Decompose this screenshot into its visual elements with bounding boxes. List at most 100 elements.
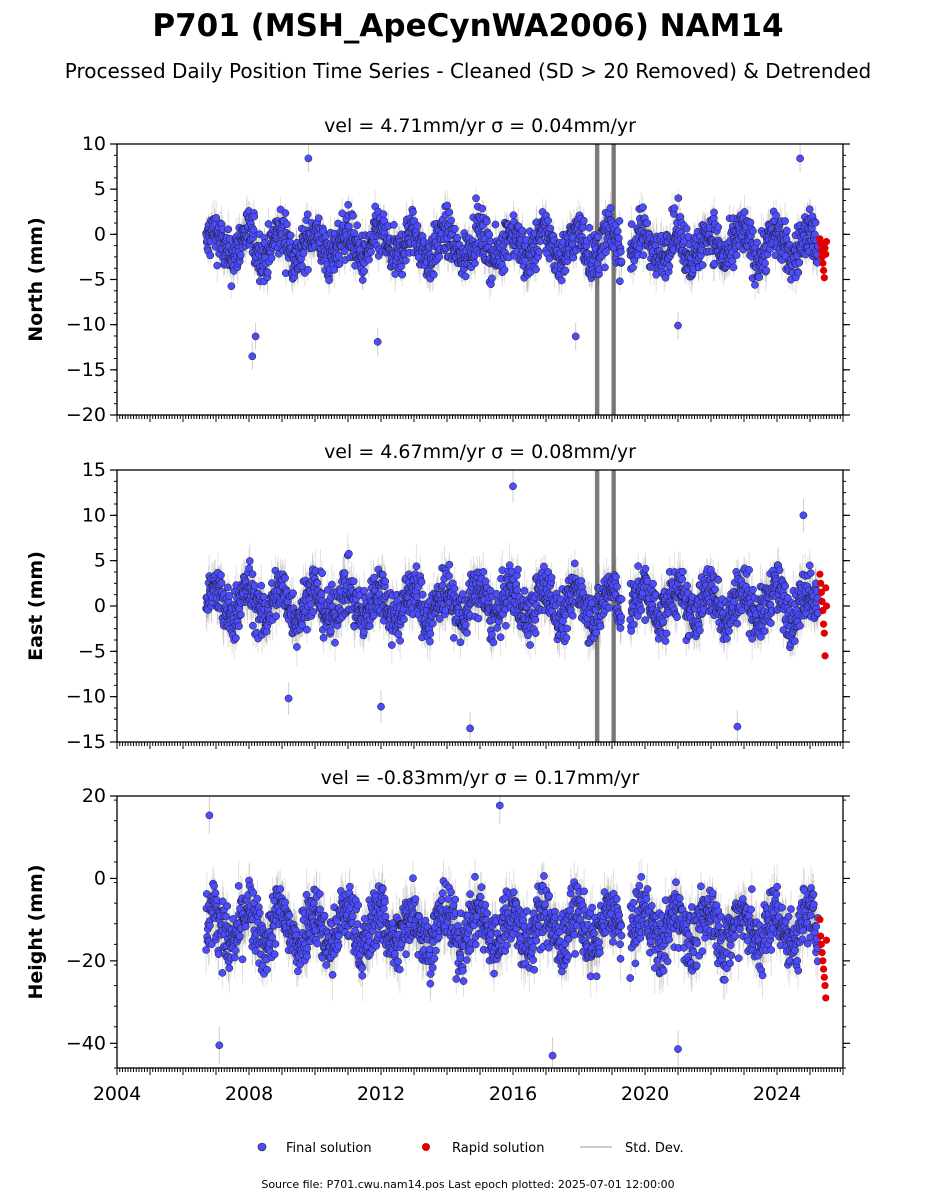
final-point — [746, 218, 755, 227]
final-point — [781, 217, 789, 225]
final-point — [740, 208, 749, 216]
panel-0: 10 5 0 −5 −10 −15 −20 vel = 4.71mm/yr σ = 0.04m… — [25, 115, 850, 426]
y-tick-label: 5 — [94, 178, 106, 200]
final-point — [535, 248, 543, 256]
y-tick-label: −15 — [66, 359, 106, 381]
final-point — [443, 201, 452, 210]
final-point — [299, 249, 308, 258]
final-point — [379, 210, 388, 219]
final-point — [614, 234, 623, 243]
final-point — [639, 203, 647, 212]
final-point-outlier — [251, 332, 260, 341]
final-point — [811, 218, 820, 227]
std-dev-bars — [205, 144, 819, 415]
final-point — [236, 251, 245, 260]
final-point — [435, 252, 444, 261]
final-point — [613, 227, 622, 236]
final-point — [795, 258, 804, 267]
final-point — [761, 259, 769, 268]
final-point — [617, 247, 625, 256]
final-point — [445, 208, 454, 217]
final-point — [224, 225, 233, 234]
final-point — [365, 255, 373, 264]
figure-title: P701 (MSH_ApeCynWA2006) NAM14 — [152, 8, 783, 44]
final-point-outlier — [248, 352, 257, 361]
panels: 10 5 0 −5 −10 −15 −20 vel = 4.71mm/yr σ = 0.04m… — [25, 115, 850, 1105]
rapid-point — [819, 259, 827, 267]
final-point — [429, 270, 438, 279]
final-point — [639, 251, 648, 260]
final-point — [518, 226, 527, 235]
final-point — [249, 225, 258, 234]
final-point — [353, 221, 362, 230]
final-point — [485, 230, 494, 239]
final-point — [561, 266, 570, 275]
final-point — [488, 274, 496, 283]
final-point — [546, 224, 555, 233]
final-point — [212, 213, 220, 222]
y-tick-label: 0 — [94, 223, 106, 245]
final-point — [267, 254, 276, 262]
final-point — [732, 251, 741, 259]
plot-area — [202, 470, 831, 742]
final-point — [447, 216, 455, 225]
final-point — [615, 217, 624, 225]
final-point — [227, 282, 236, 291]
rapid-solution-points — [816, 235, 831, 282]
final-point — [330, 265, 339, 274]
final-point — [782, 226, 791, 235]
final-point — [805, 205, 814, 214]
final-point — [491, 220, 500, 229]
final-point — [335, 260, 344, 268]
final-point — [314, 214, 323, 223]
rapid-point — [822, 237, 831, 246]
final-point — [206, 251, 215, 260]
y-tick-label: 10 — [82, 133, 106, 155]
final-point — [606, 204, 615, 212]
final-point — [303, 210, 312, 219]
final-point — [772, 211, 780, 220]
final-point — [282, 220, 291, 229]
plot-area — [202, 144, 831, 415]
final-point — [674, 194, 683, 202]
figure-subtitle: Processed Daily Position Time Series - C… — [65, 59, 871, 83]
final-point — [453, 233, 462, 242]
final-point — [749, 227, 757, 235]
final-point — [398, 270, 407, 279]
final-point — [762, 266, 771, 275]
final-point — [367, 247, 375, 256]
final-point — [601, 263, 609, 272]
axes-frame — [116, 143, 844, 416]
final-point — [532, 265, 540, 274]
final-point-outlier — [304, 154, 313, 163]
final-point — [213, 261, 222, 270]
rapid-point — [822, 250, 830, 258]
final-point — [753, 238, 761, 247]
final-point — [665, 262, 674, 271]
final-point — [345, 222, 353, 231]
rapid-point — [819, 266, 828, 275]
final-point — [340, 247, 349, 256]
panel-title: vel = 4.71mm/yr σ = 0.04mm/yr — [324, 115, 636, 137]
final-point — [298, 262, 306, 270]
final-point — [602, 248, 610, 256]
final-solution-points — [202, 154, 822, 361]
final-point — [482, 217, 491, 226]
final-point — [360, 267, 368, 276]
final-point — [755, 273, 763, 282]
rapid-point — [820, 274, 828, 282]
final-point — [250, 212, 259, 221]
y-tick-label: −20 — [66, 404, 106, 426]
final-point-outlier — [796, 154, 804, 163]
final-point — [281, 209, 290, 217]
final-point — [334, 251, 343, 260]
final-point-outlier — [571, 332, 580, 341]
final-point — [794, 268, 803, 277]
final-point — [585, 223, 594, 232]
final-point — [661, 273, 670, 282]
final-point — [264, 220, 273, 228]
final-point — [728, 257, 737, 265]
final-point — [579, 216, 588, 225]
final-point — [350, 229, 358, 237]
